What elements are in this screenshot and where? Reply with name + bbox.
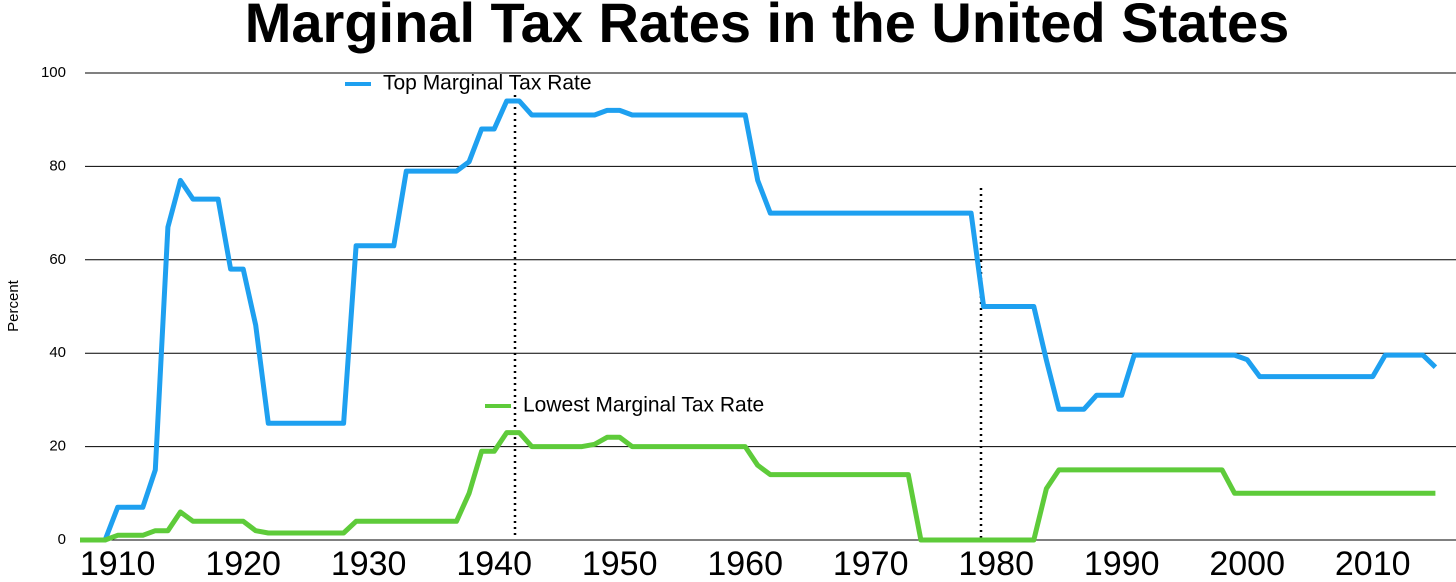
y-tick-label: 40 (49, 344, 66, 361)
y-tick-label: 100 (41, 64, 66, 81)
x-tick-label: 1980 (958, 545, 1034, 582)
x-tick-label: 1990 (1084, 545, 1160, 582)
x-tick-label: 1920 (205, 545, 281, 582)
chart-title: Marginal Tax Rates in the United States (245, 0, 1290, 54)
x-tick-label: 1930 (331, 545, 407, 582)
y-tick-label: 80 (49, 157, 66, 174)
series-line (80, 430, 1436, 543)
legend-label: Lowest Marginal Tax Rate (523, 394, 764, 417)
series-line (80, 98, 1438, 543)
y-tick-label: 20 (49, 438, 66, 455)
y-tick-label: 0 (58, 531, 66, 548)
y-tick-label: 60 (49, 251, 66, 268)
x-tick-label: 2010 (1335, 545, 1411, 582)
x-tick-label: 1940 (456, 545, 532, 582)
x-tick-label: 1950 (582, 545, 658, 582)
x-tick-label: 2000 (1209, 545, 1285, 582)
legend-label: Top Marginal Tax Rate (383, 72, 592, 95)
x-tick-label: 1910 (80, 545, 156, 582)
x-tick-label: 1960 (707, 545, 783, 582)
x-tick-label: 1970 (833, 545, 909, 582)
y-axis-label: Percent (5, 279, 22, 332)
